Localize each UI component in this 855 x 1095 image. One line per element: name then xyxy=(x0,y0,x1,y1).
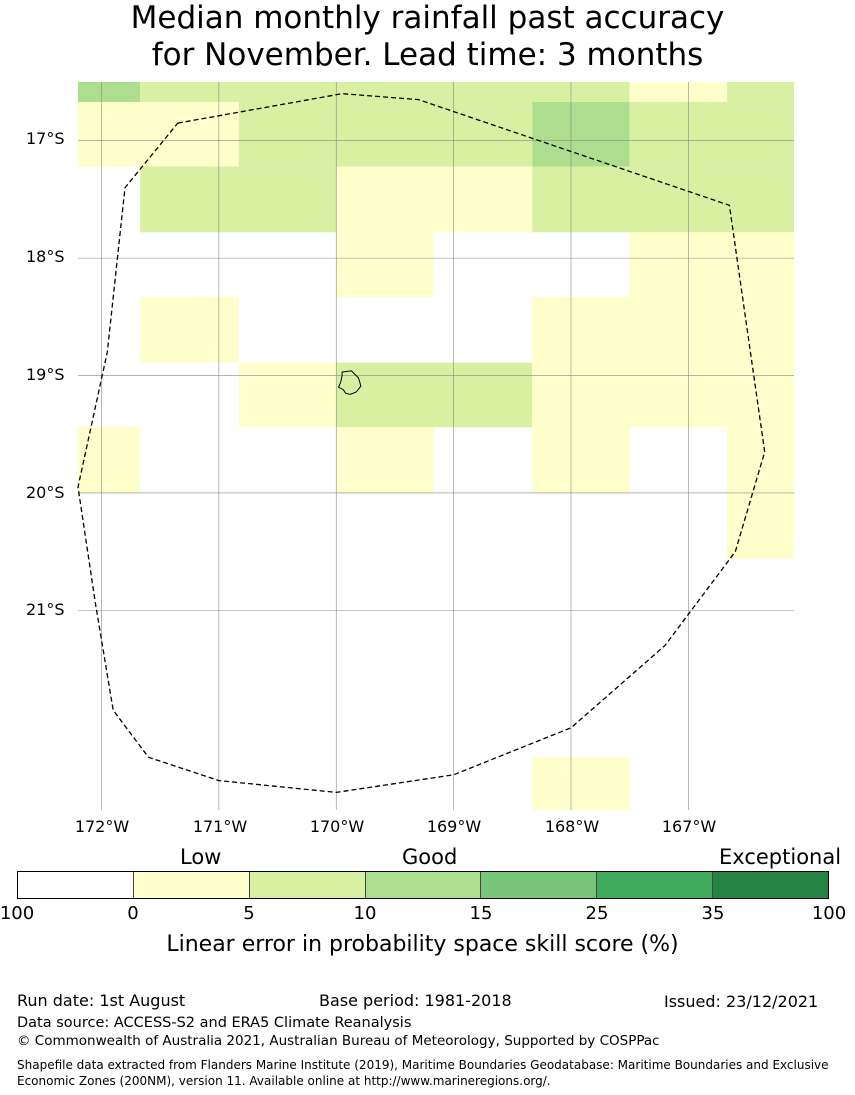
legend-category-exceptional: Exceptional xyxy=(719,845,842,869)
skill-cell xyxy=(532,166,794,233)
legend-swatch xyxy=(481,872,598,898)
skill-cell xyxy=(532,296,794,363)
skill-cell xyxy=(727,427,794,493)
issued-date: Issued: 23/12/2021 xyxy=(664,992,819,1011)
legend-title: Linear error in probability space skill … xyxy=(166,932,679,957)
skill-cell xyxy=(336,166,533,233)
legend-tick: 15 xyxy=(469,903,493,924)
legend-swatch xyxy=(133,872,250,898)
lat-label-17s: 17°S xyxy=(26,129,65,148)
skill-cell xyxy=(629,101,794,167)
legend-swatch xyxy=(597,872,714,898)
legend-tick: 0 xyxy=(127,903,139,924)
legend-colorbar xyxy=(17,871,829,899)
skill-cell xyxy=(336,427,434,493)
lon-label-171w: 171°W xyxy=(192,817,248,836)
skill-map xyxy=(77,82,794,810)
lon-label-169w: 169°W xyxy=(426,817,482,836)
legend-category-low: Low xyxy=(180,845,222,869)
data-source: Data source: ACCESS-S2 and ERA5 Climate … xyxy=(17,1015,412,1031)
skill-cell xyxy=(238,101,533,167)
skill-cell xyxy=(629,232,794,297)
island-outline xyxy=(337,370,362,395)
skill-cell xyxy=(336,232,434,297)
lat-label-19s: 19°S xyxy=(26,365,65,384)
skill-cell xyxy=(532,427,630,493)
legend-tick: 25 xyxy=(585,903,609,924)
skill-cell xyxy=(140,82,630,102)
legend-tick: 35 xyxy=(701,903,725,924)
lat-label-20s: 20°S xyxy=(26,483,65,502)
skill-cell xyxy=(78,101,239,167)
base-period: Base period: 1981-2018 xyxy=(319,991,512,1010)
lon-label-170w: 170°W xyxy=(309,817,365,836)
chart-title: Median monthly rainfall past accuracy fo… xyxy=(0,0,855,74)
skill-cell xyxy=(336,362,533,428)
skill-cell xyxy=(78,82,141,102)
lat-label-18s: 18°S xyxy=(26,247,65,266)
eez-boundary xyxy=(77,93,766,794)
lon-label-167w: 167°W xyxy=(661,817,717,836)
lon-label-172w: 172°W xyxy=(74,817,130,836)
skill-cell xyxy=(78,427,141,493)
skill-cell xyxy=(727,492,794,559)
legend-swatch xyxy=(249,872,366,898)
title-line-2: for November. Lead time: 3 months xyxy=(151,37,704,73)
legend-tick: 5 xyxy=(243,903,255,924)
skill-cell xyxy=(238,362,337,428)
skill-cell xyxy=(532,362,794,428)
lat-label-21s: 21°S xyxy=(26,600,65,619)
shapefile-credit: Shapefile data extracted from Flanders M… xyxy=(17,1058,829,1088)
legend-swatch xyxy=(365,872,482,898)
legend-swatch xyxy=(713,872,829,898)
title-line-1: Median monthly rainfall past accuracy xyxy=(130,0,725,36)
legend-tick: 100 xyxy=(811,903,847,924)
skill-cell xyxy=(629,82,728,102)
skill-cell xyxy=(532,101,630,167)
skill-cell xyxy=(532,757,630,810)
skill-cell xyxy=(140,296,239,363)
run-date: Run date: 1st August xyxy=(17,991,186,1010)
legend-tick: 10 xyxy=(353,903,377,924)
legend-tick: 100 xyxy=(0,903,35,924)
copyright: © Commonwealth of Australia 2021, Austra… xyxy=(17,1033,660,1049)
legend-swatch xyxy=(18,872,134,898)
lon-label-168w: 168°W xyxy=(544,817,600,836)
skill-cell xyxy=(727,82,794,102)
skill-cell xyxy=(140,166,337,233)
legend-category-good: Good xyxy=(402,845,458,869)
